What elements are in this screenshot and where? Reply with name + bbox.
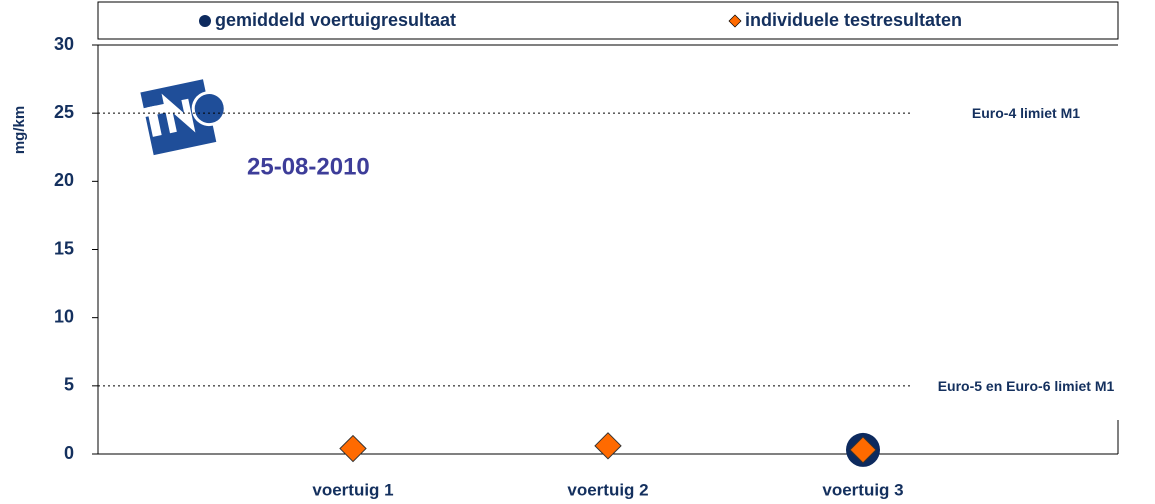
logo-t-stem bbox=[146, 105, 162, 137]
legend-box bbox=[97, 1, 1119, 40]
y-tick-label: 10 bbox=[54, 306, 74, 326]
y-axis-label: mg/km bbox=[11, 106, 28, 154]
tno-logo bbox=[135, 79, 227, 156]
y-tick-label: 15 bbox=[54, 238, 74, 258]
legend-marker bbox=[728, 14, 742, 28]
legend-label: individuele testresultaten bbox=[745, 10, 962, 30]
legend-marker bbox=[199, 15, 211, 27]
legend-label: gemiddeld voertuigresultaat bbox=[215, 10, 456, 30]
y-tick-label: 30 bbox=[54, 34, 74, 54]
annotation: 25-08-2010 bbox=[247, 153, 370, 180]
test-marker bbox=[849, 436, 877, 464]
y-tick-label: 0 bbox=[64, 443, 74, 463]
reference-label: Euro-4 limiet M1 bbox=[911, 102, 1141, 125]
reference-label: Euro-5 en Euro-6 limiet M1 bbox=[911, 374, 1141, 397]
test-marker bbox=[339, 434, 367, 463]
test-marker bbox=[594, 432, 622, 460]
x-tick-label: voertuig 3 bbox=[822, 480, 903, 499]
y-tick-label: 25 bbox=[54, 102, 74, 122]
x-tick-label: voertuig 1 bbox=[312, 480, 393, 499]
y-tick-label: 5 bbox=[64, 375, 74, 395]
y-tick-label: 20 bbox=[54, 170, 74, 190]
logo-o bbox=[191, 91, 227, 127]
x-tick-label: voertuig 2 bbox=[567, 480, 648, 499]
